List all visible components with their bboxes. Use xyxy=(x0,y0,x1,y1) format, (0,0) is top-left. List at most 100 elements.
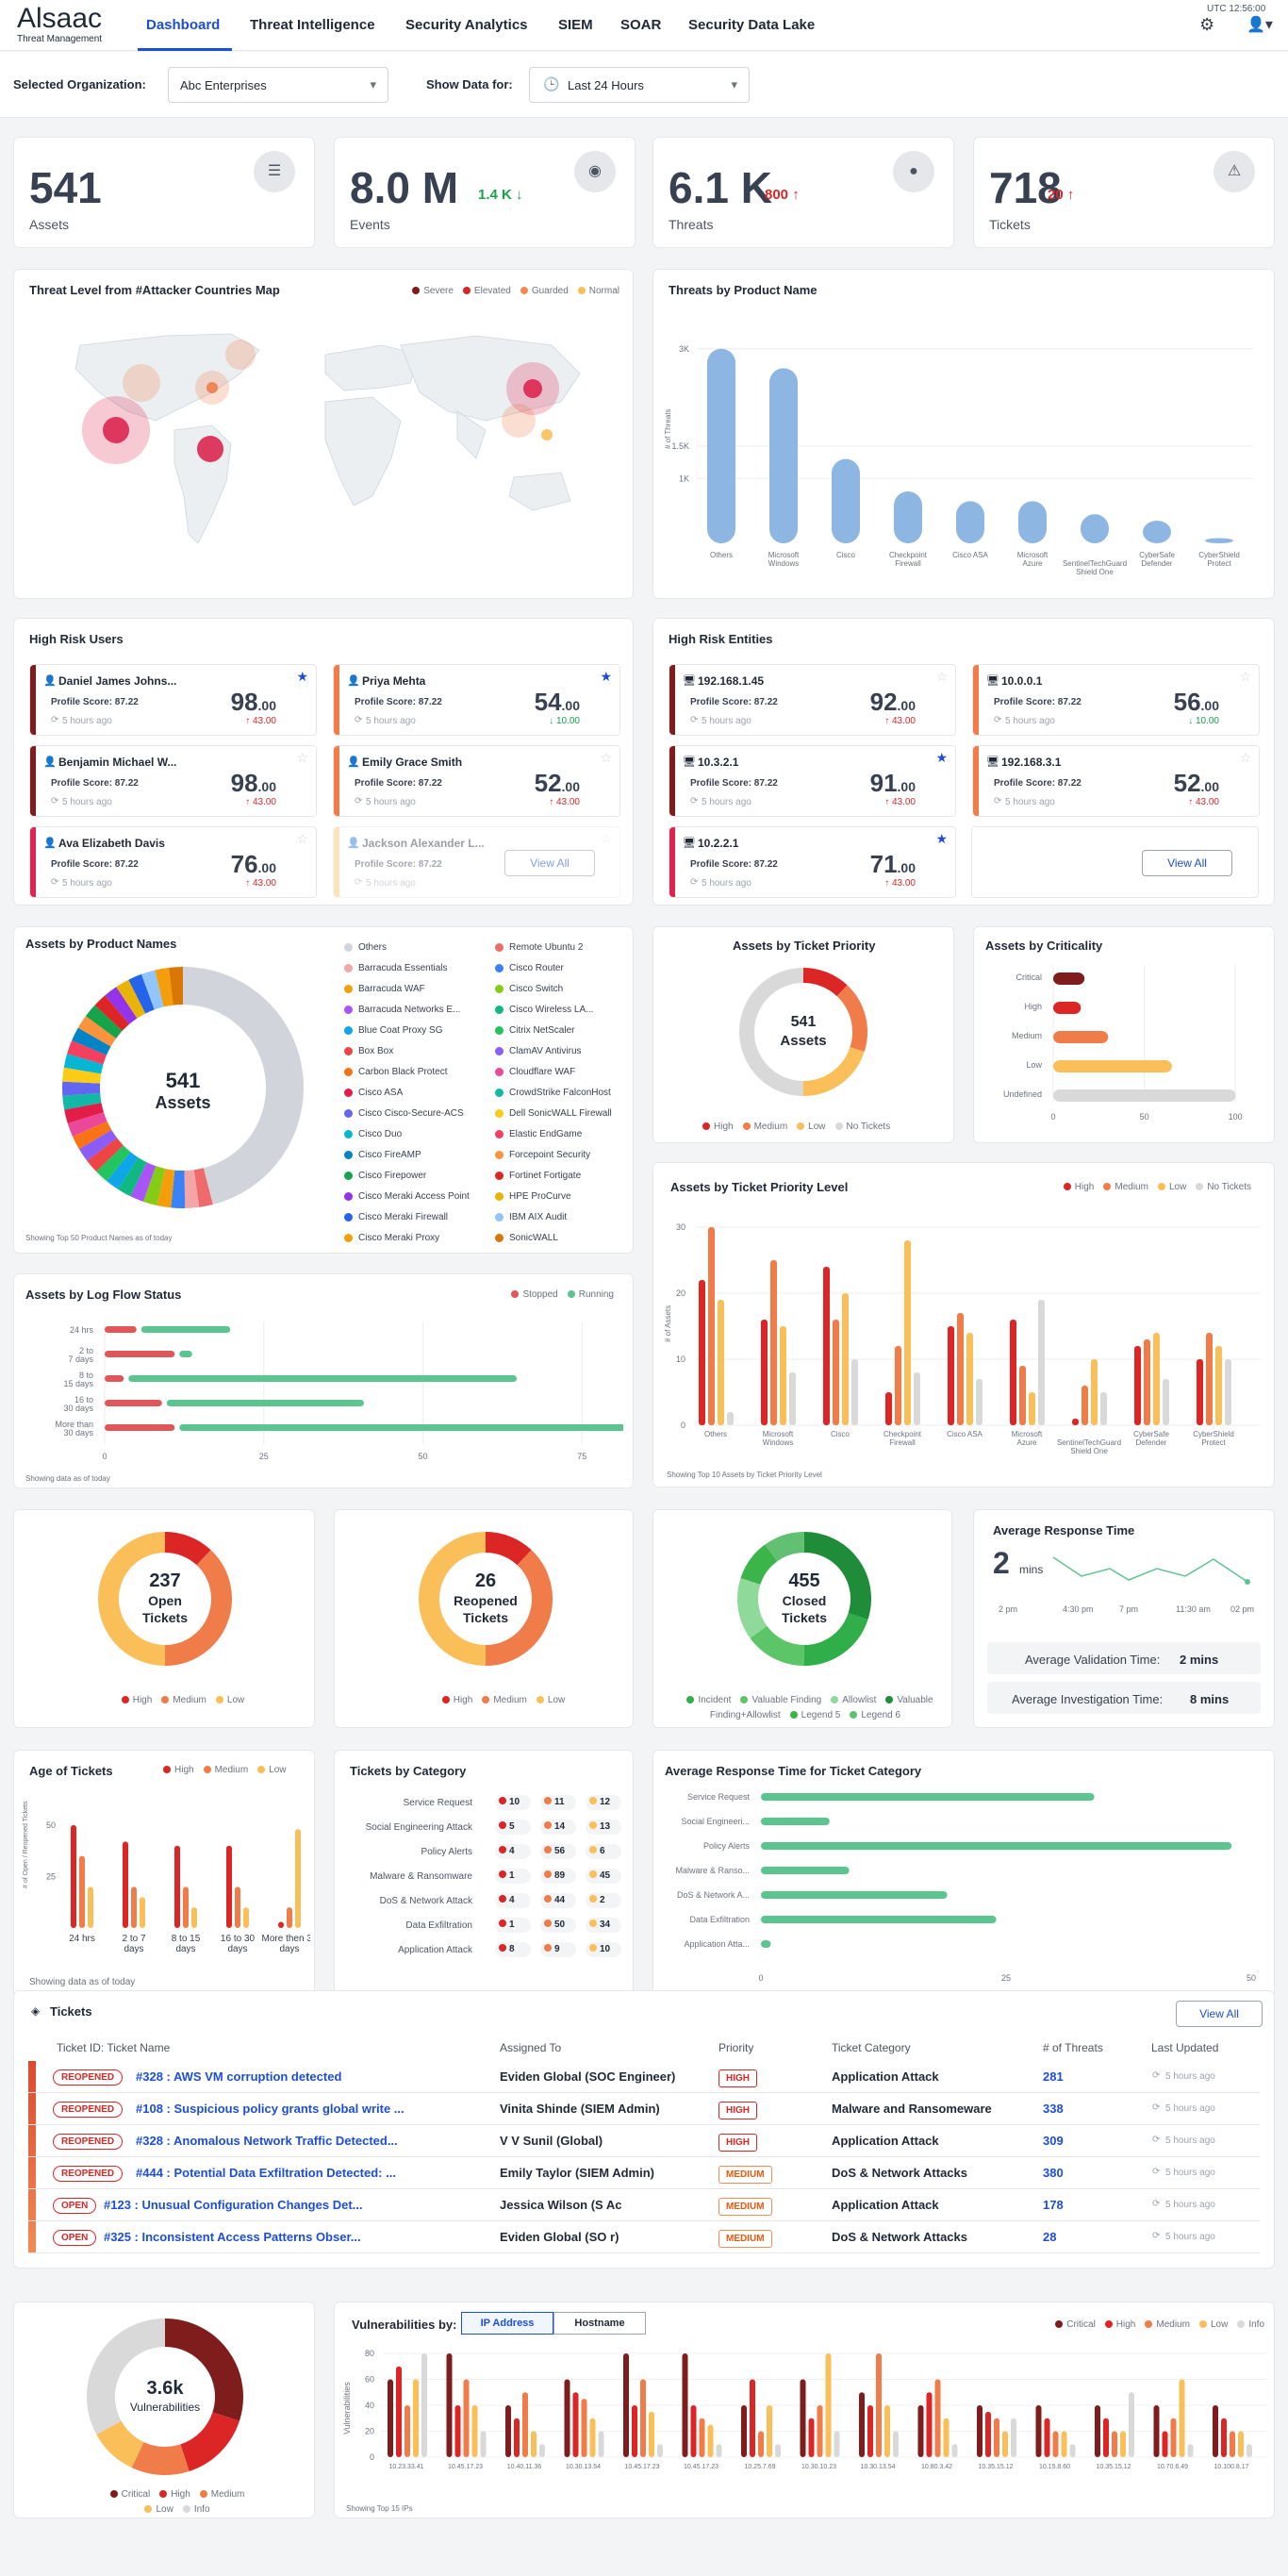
tickets-view-all-button[interactable]: View All xyxy=(1176,2001,1263,2027)
category-cell[interactable]: 4 xyxy=(495,1844,531,1859)
vuln-donut[interactable] xyxy=(80,2312,250,2482)
table-row[interactable]: REOPENED #328 : AWS VM corruption detecte… xyxy=(28,2061,1260,2093)
entity-card[interactable]: 🖥 10.2.2.1 Profile Score: 87.22 ⟳ 5 hours ag… xyxy=(669,826,956,898)
users-view-all-button[interactable]: View All xyxy=(504,850,595,876)
criticality-chart[interactable]: 0 50 100 Critical High Medium Low Undefined xyxy=(978,961,1270,1140)
ticket-name[interactable]: #444 : Potential Data Exfiltration Detec… xyxy=(136,2166,396,2180)
category-cell[interactable]: 9 xyxy=(540,1942,576,1957)
ticket-threats[interactable]: 28 xyxy=(1043,2230,1057,2244)
category-cell[interactable]: 12 xyxy=(586,1795,621,1810)
ticket-donut[interactable] xyxy=(729,1523,880,1674)
org-select[interactable]: Abc Enterprises ▾ xyxy=(168,67,388,103)
ticket-donut[interactable] xyxy=(410,1523,561,1674)
entity-card[interactable]: 🖥 192.168.1.45 Profile Score: 87.22 ⟳ 5 hour… xyxy=(669,664,956,736)
world-map[interactable] xyxy=(42,317,608,581)
table-header[interactable]: Ticket ID: Ticket Name xyxy=(57,2041,171,2054)
app-logo[interactable]: Alsaac xyxy=(17,3,103,34)
assets-product-donut[interactable] xyxy=(56,960,310,1215)
table-row[interactable]: REOPENED #444 : Potential Data Exfiltrati… xyxy=(28,2157,1260,2189)
category-cell[interactable]: 10 xyxy=(495,1795,531,1810)
star-icon[interactable]: ☆ xyxy=(296,831,308,846)
star-icon[interactable]: ☆ xyxy=(935,669,948,684)
ticket-threats[interactable]: 309 xyxy=(1043,2134,1064,2148)
category-cell[interactable]: 1 xyxy=(495,1918,531,1933)
settings-icon[interactable]: ⚙ xyxy=(1199,15,1215,34)
category-cell[interactable]: 4 xyxy=(495,1893,531,1908)
ticket-threats[interactable]: 281 xyxy=(1043,2069,1064,2084)
star-icon[interactable]: ☆ xyxy=(1239,669,1251,684)
response-sparkline[interactable]: 2 pm 4:30 pm 7 pm 11:30 am 02 pm xyxy=(987,1548,1261,1623)
entity-card[interactable]: 🖥 192.168.3.1 Profile Score: 87.22 ⟳ 5 hours… xyxy=(972,745,1260,817)
vuln-tab-hostname[interactable]: Hostname xyxy=(553,2312,646,2335)
category-cell[interactable]: 13 xyxy=(586,1820,621,1835)
category-cell[interactable]: 11 xyxy=(540,1795,576,1810)
star-icon[interactable]: ★ xyxy=(296,669,308,684)
star-icon[interactable]: ☆ xyxy=(600,750,612,765)
star-icon[interactable]: ☆ xyxy=(1239,750,1251,765)
category-cell[interactable]: 44 xyxy=(540,1893,576,1908)
user-icon[interactable]: 👤▾ xyxy=(1247,17,1273,33)
star-icon[interactable]: ☆ xyxy=(600,831,612,846)
table-header[interactable]: Ticket Category xyxy=(832,2041,911,2054)
vuln-bar-chart[interactable]: 0 20 40 60 80 Vulnerabilities 10.23.33.41 10.45… xyxy=(339,2340,1272,2501)
kpi-card[interactable]: 8.0 M Events 1.4 K ↓ ◉ xyxy=(334,137,636,248)
user-card[interactable]: 👤 Emily Grace Smith Profile Score: 87.22 ⟳ 5… xyxy=(333,745,620,817)
category-cell[interactable]: 2 xyxy=(586,1893,621,1908)
category-cell[interactable]: 6 xyxy=(586,1844,621,1859)
kpi-card[interactable]: 6.1 K Threats 800 ↑ ● xyxy=(652,137,954,248)
table-header[interactable]: Priority xyxy=(718,2041,754,2054)
table-header[interactable]: Assigned To xyxy=(500,2041,562,2054)
entities-view-all-button[interactable]: View All xyxy=(1142,850,1232,876)
category-cell[interactable]: 50 xyxy=(540,1918,576,1933)
star-icon[interactable]: ★ xyxy=(935,750,948,765)
ticket-threats[interactable]: 380 xyxy=(1043,2166,1064,2180)
star-icon[interactable]: ★ xyxy=(935,831,948,846)
category-cell[interactable]: 56 xyxy=(540,1844,576,1859)
category-cell[interactable]: 89 xyxy=(540,1869,576,1884)
avg-cat-chart[interactable]: 0 25 50 Service Request Social Engineeri... P… xyxy=(657,1785,1270,1992)
ticket-name[interactable]: #328 : Anomalous Network Traffic Detecte… xyxy=(136,2134,398,2148)
kpi-card[interactable]: 541 Assets ☰ xyxy=(13,137,315,248)
show-select[interactable]: 🕒 Last 24 Hours ▾ xyxy=(529,67,750,103)
table-header[interactable]: Last Updated xyxy=(1151,2041,1219,2054)
table-row[interactable]: OPEN #123 : Unusual Configuration Changes… xyxy=(28,2189,1260,2221)
ticket-name[interactable]: #123 : Unusual Configuration Changes Det… xyxy=(104,2198,363,2212)
tab-threat-intelligence[interactable]: Threat Intelligence xyxy=(250,17,375,33)
table-header[interactable]: # of Threats xyxy=(1043,2041,1103,2054)
ticket-name[interactable]: #108 : Suspicious policy grants global w… xyxy=(136,2102,405,2116)
ticket-name[interactable]: #328 : AWS VM corruption detected xyxy=(136,2069,342,2084)
user-card[interactable]: 👤 Ava Elizabeth Davis Profile Score: 87.22… xyxy=(29,826,317,898)
category-cell[interactable]: 5 xyxy=(495,1820,531,1835)
category-cell[interactable]: 1 xyxy=(495,1869,531,1884)
user-card[interactable]: 👤 Daniel James Johns... Profile Score: 87.… xyxy=(29,664,317,736)
table-row[interactable]: REOPENED #108 : Suspicious policy grants … xyxy=(28,2093,1260,2125)
tab-soar[interactable]: SOAR xyxy=(620,17,662,33)
table-row[interactable]: OPEN #325 : Inconsistent Access Patterns … xyxy=(28,2221,1260,2253)
tab-security-data-lake[interactable]: Security Data Lake xyxy=(688,17,816,33)
entity-card[interactable]: 🖥 10.0.0.1 Profile Score: 87.22 ⟳ 5 hours ag… xyxy=(972,664,1260,736)
category-cell[interactable]: 10 xyxy=(586,1942,621,1957)
user-card[interactable]: 👤 Jackson Alexander L... Profile Score: 87… xyxy=(333,826,620,898)
ticket-threats[interactable]: 178 xyxy=(1043,2198,1064,2212)
category-cell[interactable]: 8 xyxy=(495,1942,531,1957)
table-row[interactable]: REOPENED #328 : Anomalous Network Traffic… xyxy=(28,2125,1260,2157)
category-cell[interactable]: 45 xyxy=(586,1869,621,1884)
star-icon[interactable]: ☆ xyxy=(296,750,308,765)
vuln-tab-ip[interactable]: IP Address xyxy=(461,2312,553,2335)
kpi-card[interactable]: 718 Tickets 20 ↑ ⚠ xyxy=(973,137,1275,248)
ticket-name[interactable]: #325 : Inconsistent Access Patterns Obse… xyxy=(104,2230,361,2244)
category-cell[interactable]: 34 xyxy=(586,1918,621,1933)
user-card[interactable]: 👤 Benjamin Michael W... Profile Score: 87.… xyxy=(29,745,317,817)
tab-siem[interactable]: SIEM xyxy=(558,17,593,33)
star-icon[interactable]: ★ xyxy=(600,669,612,684)
category-cell[interactable]: 14 xyxy=(540,1820,576,1835)
age-chart[interactable]: 25 50 # of Open / Reopened Tickets 24 hrs 2 … xyxy=(18,1785,310,1973)
user-card[interactable]: 👤 Priya Mehta Profile Score: 87.22 ⟳ 5 hours… xyxy=(333,664,620,736)
entity-card[interactable]: 🖥 10.3.2.1 Profile Score: 87.22 ⟳ 5 hours ag… xyxy=(669,745,956,817)
tab-security-analytics[interactable]: Security Analytics xyxy=(405,17,528,33)
ticket-priority-donut[interactable] xyxy=(733,961,874,1103)
ticket-donut[interactable] xyxy=(90,1523,240,1674)
